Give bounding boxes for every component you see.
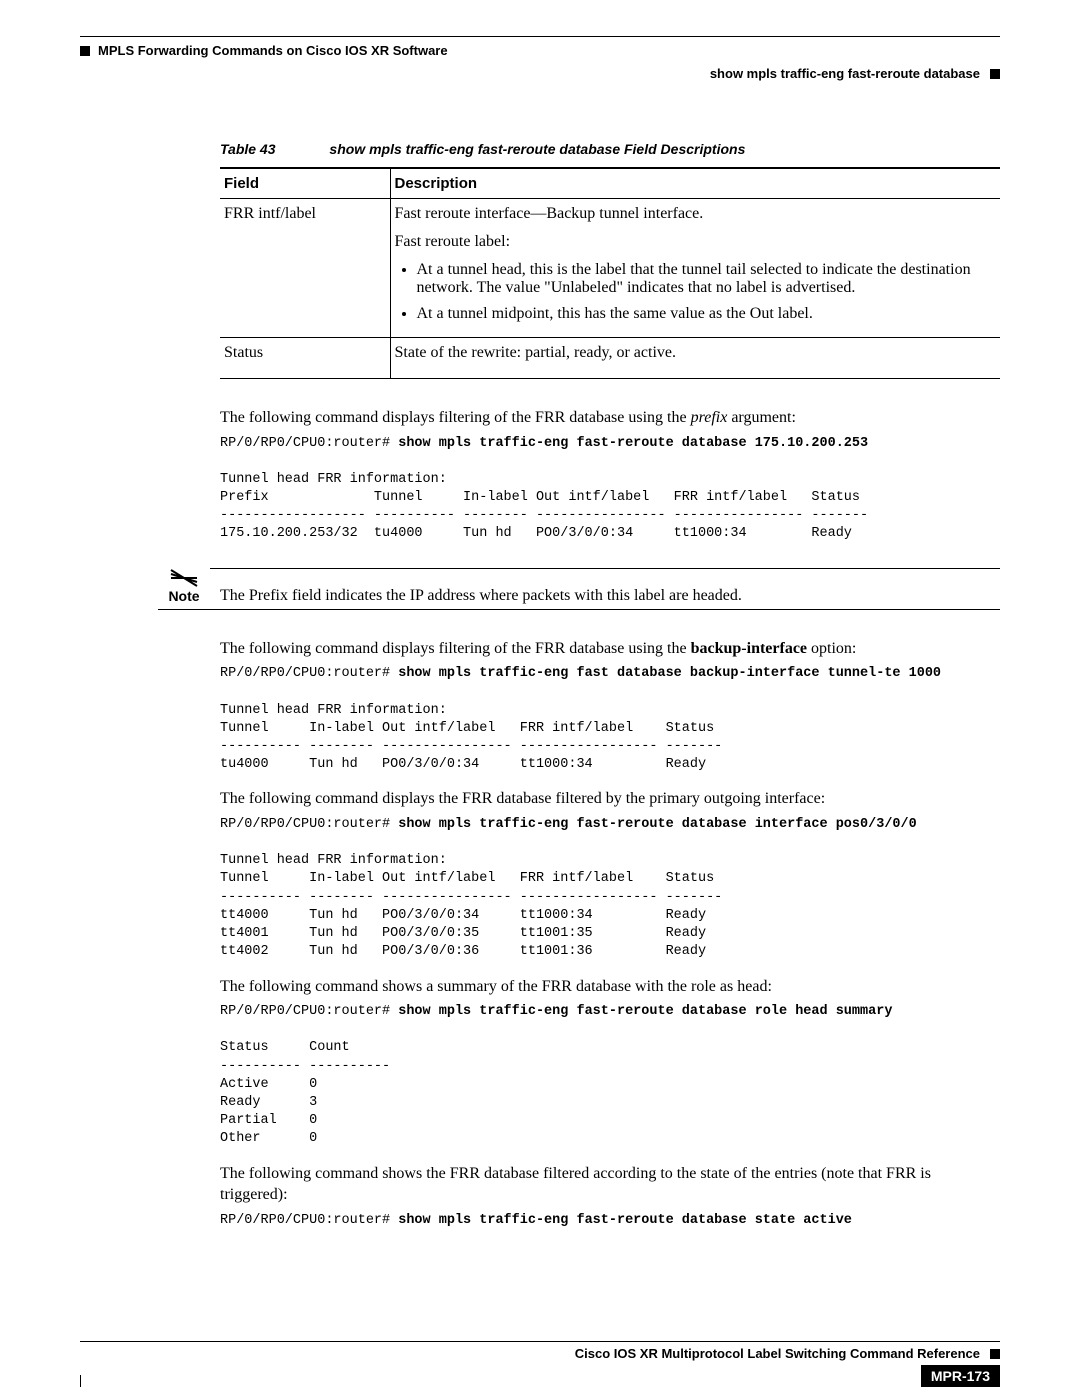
body-paragraph: The following command shows a summary of… [220, 976, 1000, 998]
cell-field: Status [220, 338, 390, 379]
command-output: Tunnel head FRR information: Tunnel In-l… [220, 702, 1000, 775]
chapter-title: MPLS Forwarding Commands on Cisco IOS XR… [98, 43, 1000, 58]
command-output: Tunnel head FRR information: Prefix Tunn… [220, 471, 1000, 544]
section-title: show mpls traffic-eng fast-reroute datab… [710, 66, 980, 81]
col-header-description: Description [390, 168, 1000, 199]
desc-text: State of the rewrite: partial, ready, or… [395, 344, 997, 362]
table-row: FRR intf/label Fast reroute interface—Ba… [220, 199, 1000, 338]
table-number: Table 43 [220, 141, 276, 157]
table-title: show mpls traffic-eng fast-reroute datab… [329, 141, 745, 157]
field-description-table: Field Description FRR intf/label Fast re… [220, 167, 1000, 379]
desc-bullet: At a tunnel midpoint, this has the same … [417, 305, 997, 323]
square-icon [990, 1349, 1000, 1359]
note-text: The Prefix field indicates the IP addres… [210, 568, 1000, 605]
desc-bullet: At a tunnel head, this is the label that… [417, 261, 997, 297]
chapter-header: MPLS Forwarding Commands on Cisco IOS XR… [80, 43, 1000, 58]
body-paragraph: The following command shows the FRR data… [220, 1163, 1000, 1206]
square-icon [990, 69, 1000, 79]
square-icon [80, 46, 90, 56]
note-icon: Note [158, 568, 210, 604]
footer-title: Cisco IOS XR Multiprotocol Label Switchi… [575, 1346, 980, 1361]
table-caption: Table 43 show mpls traffic-eng fast-rero… [220, 141, 1000, 157]
note-block: Note The Prefix field indicates the IP a… [158, 568, 1000, 610]
command-output: Tunnel head FRR information: Tunnel In-l… [220, 852, 1000, 961]
command-line: RP/0/RP0/CPU0:router# show mpls traffic-… [220, 1212, 1000, 1230]
table-row: Status State of the rewrite: partial, re… [220, 338, 1000, 379]
cell-field: FRR intf/label [220, 199, 390, 338]
body-paragraph: The following command displays the FRR d… [220, 788, 1000, 810]
command-output: Status Count ---------- ---------- Activ… [220, 1039, 1000, 1148]
desc-text: Fast reroute interface—Backup tunnel int… [395, 205, 997, 223]
body-paragraph: The following command displays filtering… [220, 638, 1000, 660]
note-label: Note [158, 588, 210, 604]
col-header-field: Field [220, 168, 390, 199]
page-number: MPR-173 [921, 1365, 1000, 1387]
page-footer: Cisco IOS XR Multiprotocol Label Switchi… [80, 1341, 1000, 1361]
body-paragraph: The following command displays filtering… [220, 407, 1000, 429]
crop-mark-icon [80, 1375, 81, 1387]
command-line: RP/0/RP0/CPU0:router# show mpls traffic-… [220, 665, 1000, 683]
section-header: show mpls traffic-eng fast-reroute datab… [80, 66, 1000, 81]
command-line: RP/0/RP0/CPU0:router# show mpls traffic-… [220, 1003, 1000, 1021]
command-line: RP/0/RP0/CPU0:router# show mpls traffic-… [220, 435, 1000, 453]
desc-text: Fast reroute label: [395, 233, 997, 251]
command-line: RP/0/RP0/CPU0:router# show mpls traffic-… [220, 816, 1000, 834]
cell-description: State of the rewrite: partial, ready, or… [390, 338, 1000, 379]
cell-description: Fast reroute interface—Backup tunnel int… [390, 199, 1000, 338]
